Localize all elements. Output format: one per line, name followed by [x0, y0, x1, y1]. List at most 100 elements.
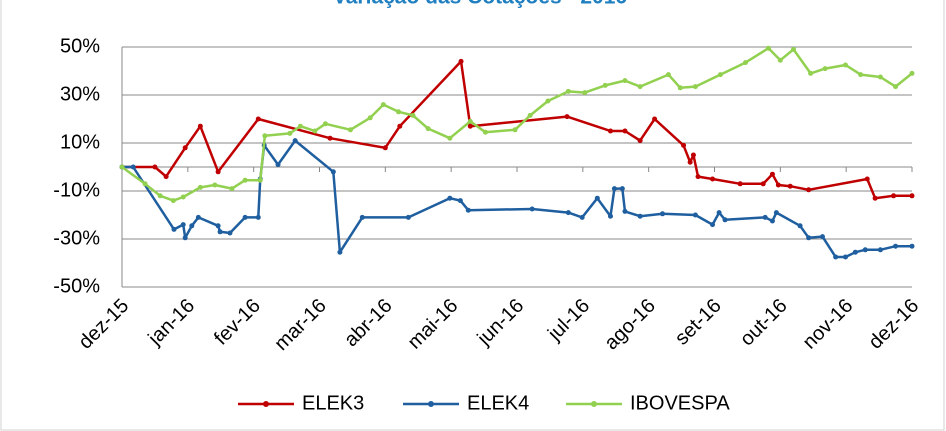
data-point — [822, 66, 828, 72]
legend-label: IBOVESPA — [630, 392, 730, 414]
data-point — [482, 129, 488, 135]
data-point — [710, 222, 716, 228]
data-point — [180, 222, 186, 228]
data-point — [396, 109, 401, 115]
x-tick-label: abr-16 — [340, 295, 396, 351]
legend-label: ELEK4 — [467, 392, 529, 414]
data-point — [760, 181, 766, 187]
data-point — [255, 214, 261, 220]
data-point — [322, 121, 328, 127]
data-point — [119, 164, 125, 170]
legend-item: ELEK4 — [403, 392, 529, 414]
data-point — [808, 70, 814, 76]
data-point — [171, 226, 177, 232]
legend-marker — [428, 401, 434, 407]
data-point — [212, 182, 218, 188]
data-point — [182, 235, 188, 241]
chart-title: Variação das Cotações - 2016 — [333, 0, 627, 9]
data-point — [180, 194, 186, 200]
data-point — [692, 84, 698, 90]
data-point — [157, 193, 163, 199]
data-point — [909, 243, 915, 249]
data-point — [690, 152, 696, 158]
data-point — [337, 249, 343, 255]
series-line — [122, 139, 912, 259]
data-point — [292, 138, 298, 144]
data-point — [447, 135, 453, 141]
data-point — [367, 115, 373, 121]
data-point — [852, 249, 858, 255]
data-point — [637, 213, 643, 219]
data-point — [864, 176, 870, 182]
data-point — [762, 214, 768, 220]
data-point — [716, 210, 722, 216]
data-point — [410, 112, 416, 118]
data-point — [695, 174, 701, 180]
x-tick-label: mar-16 — [270, 295, 330, 355]
data-point — [397, 123, 403, 129]
data-point — [347, 127, 353, 133]
y-tick-label: -50% — [53, 275, 100, 297]
data-point — [312, 128, 318, 134]
x-tick-label: fev-16 — [210, 295, 265, 350]
legend-label: ELEK3 — [302, 392, 364, 414]
data-point — [877, 74, 883, 80]
data-point — [717, 72, 723, 78]
data-point — [622, 208, 628, 214]
legend-item: ELEK3 — [238, 392, 364, 414]
data-point — [458, 58, 464, 64]
data-point — [275, 162, 281, 168]
x-tick-label: nov-16 — [799, 295, 858, 354]
data-point — [527, 112, 533, 118]
data-point — [197, 184, 203, 190]
data-point — [819, 234, 825, 240]
data-point — [170, 198, 176, 204]
data-point — [297, 123, 303, 129]
data-point — [189, 223, 195, 229]
series-line — [121, 46, 913, 202]
data-point — [564, 114, 570, 120]
y-tick-label: 30% — [60, 83, 100, 105]
data-point — [858, 72, 864, 78]
x-tick-label: jan-16 — [144, 295, 200, 351]
data-point — [582, 90, 588, 96]
data-point — [380, 102, 386, 108]
data-point — [287, 130, 293, 136]
data-point — [142, 181, 148, 187]
x-tick-label: jun-16 — [473, 295, 529, 351]
data-point — [843, 62, 849, 68]
data-point — [677, 85, 683, 91]
data-point — [681, 142, 687, 148]
y-tick-label: 50% — [60, 35, 100, 57]
y-tick-label: 10% — [60, 131, 100, 153]
data-point — [893, 84, 899, 90]
data-point — [217, 229, 223, 235]
data-point — [877, 247, 883, 253]
data-point — [806, 235, 812, 241]
data-point — [465, 207, 471, 213]
y-tick-label: -30% — [53, 227, 100, 249]
data-point — [797, 223, 803, 229]
data-point — [769, 171, 775, 177]
data-point — [909, 193, 915, 199]
data-point — [607, 213, 613, 219]
data-point — [862, 247, 868, 253]
y-tick-label: -10% — [53, 179, 100, 201]
data-point — [722, 217, 728, 223]
data-point — [692, 212, 698, 218]
data-point — [255, 116, 261, 122]
data-point — [619, 186, 625, 192]
data-point — [330, 169, 336, 175]
data-point — [737, 181, 743, 187]
legend-item: IBOVESPA — [566, 392, 730, 414]
data-point — [659, 211, 665, 217]
data-point — [787, 183, 793, 189]
data-point — [229, 186, 235, 192]
data-point — [602, 82, 608, 88]
data-point — [579, 214, 585, 220]
data-point — [843, 254, 849, 260]
data-point — [833, 254, 839, 260]
data-point — [594, 195, 600, 201]
